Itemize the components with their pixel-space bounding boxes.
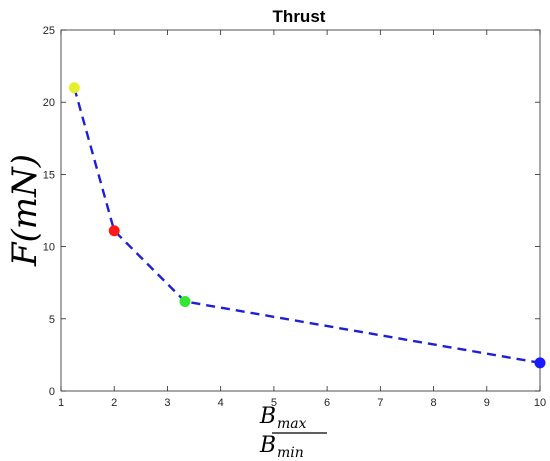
data-point [68, 82, 80, 94]
x-tick-label: 6 [324, 397, 330, 409]
y-axis-label: F(mN) [5, 154, 45, 267]
x-tick-label: 5 [271, 397, 277, 409]
x-tick-label: 8 [430, 397, 436, 409]
x-axis-tick-labels: 1 2 3 4 5 6 7 8 9 10 [58, 397, 546, 409]
chart-title: Thrust [273, 7, 326, 26]
x-axis-ticks [60, 30, 541, 391]
y-tick-label: 20 [43, 97, 55, 109]
x-tick-label: 4 [218, 397, 224, 409]
data-point [108, 225, 120, 237]
series-line [73, 87, 541, 365]
x-tick-label: 1 [58, 397, 64, 409]
y-tick-label: 25 [43, 25, 55, 37]
x-label-numerator-base: B [259, 404, 276, 429]
x-label-numerator: B [259, 404, 276, 429]
x-tick-label: 2 [111, 397, 117, 409]
x-tick-label: 7 [377, 397, 383, 409]
x-tick-label: 9 [484, 397, 490, 409]
y-tick-label: 15 [43, 169, 55, 181]
x-label-denominator: B [259, 433, 276, 458]
y-tick-label: 5 [49, 314, 55, 326]
plot-area [60, 29, 541, 392]
data-point [179, 295, 191, 307]
x-tick-label: 10 [534, 397, 546, 409]
x-label-denominator-base: B [259, 433, 276, 458]
x-label-numerator-sub: max [277, 416, 307, 432]
y-axis-ticks [61, 29, 540, 392]
y-tick-label: 10 [43, 242, 55, 254]
data-markers [68, 82, 546, 369]
data-point [534, 357, 546, 369]
x-tick-label: 3 [164, 397, 170, 409]
y-axis-tick-labels: 0 5 10 15 20 25 [43, 25, 55, 398]
x-label-denominator-sub: min [277, 445, 304, 461]
x-axis-label: B max B min [259, 404, 327, 461]
y-tick-label: 0 [49, 386, 55, 398]
